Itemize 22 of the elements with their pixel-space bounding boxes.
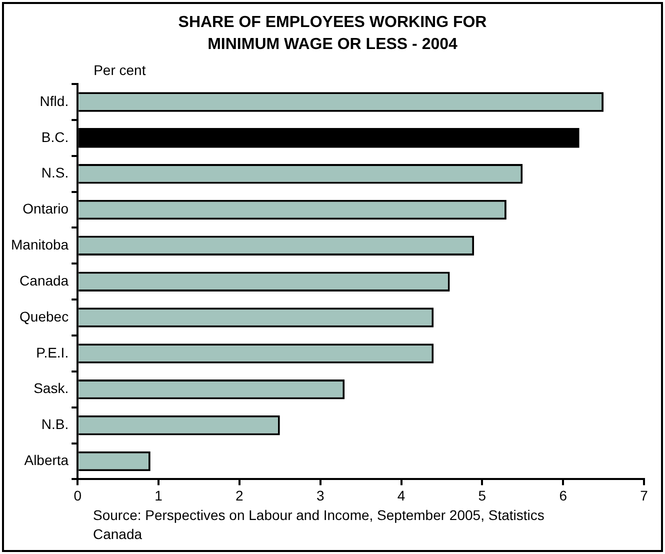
y-tick-label: N.B. — [41, 416, 69, 432]
y-tick-label: Ontario — [22, 200, 69, 217]
y-tick-label: Nfld. — [40, 92, 69, 109]
x-tick-label: 2 — [236, 487, 244, 504]
x-tick-label: 0 — [74, 487, 82, 504]
y-tick-label: Alberta — [24, 452, 69, 468]
y-tick-label: Sask. — [34, 380, 69, 396]
source-note: Source: Perspectives on Labour and Income, September 2005, Statistics Canada — [93, 506, 546, 544]
y-tick-label: Quebec — [20, 308, 69, 324]
y-tick-label: Manitoba — [11, 236, 69, 253]
y-tick-label: Canada — [20, 272, 69, 288]
x-axis-title: Per cent — [94, 62, 146, 78]
chart-title: SHARE OF EMPLOYEES WORKING FOR MINIMUM WAGE OR LESS - 2004 — [177, 13, 488, 55]
y-tick-label: B.C. — [41, 128, 69, 145]
x-tick-label: 5 — [478, 487, 486, 504]
x-tick-label: 7 — [640, 487, 648, 504]
y-tick-label: N.S. — [41, 164, 69, 181]
x-tick-label: 4 — [397, 487, 406, 504]
y-tick-label: P.E.I. — [36, 344, 69, 360]
x-tick-label: 1 — [154, 487, 163, 504]
x-tick-label: 6 — [559, 487, 568, 504]
x-tick-label: 3 — [316, 487, 324, 504]
